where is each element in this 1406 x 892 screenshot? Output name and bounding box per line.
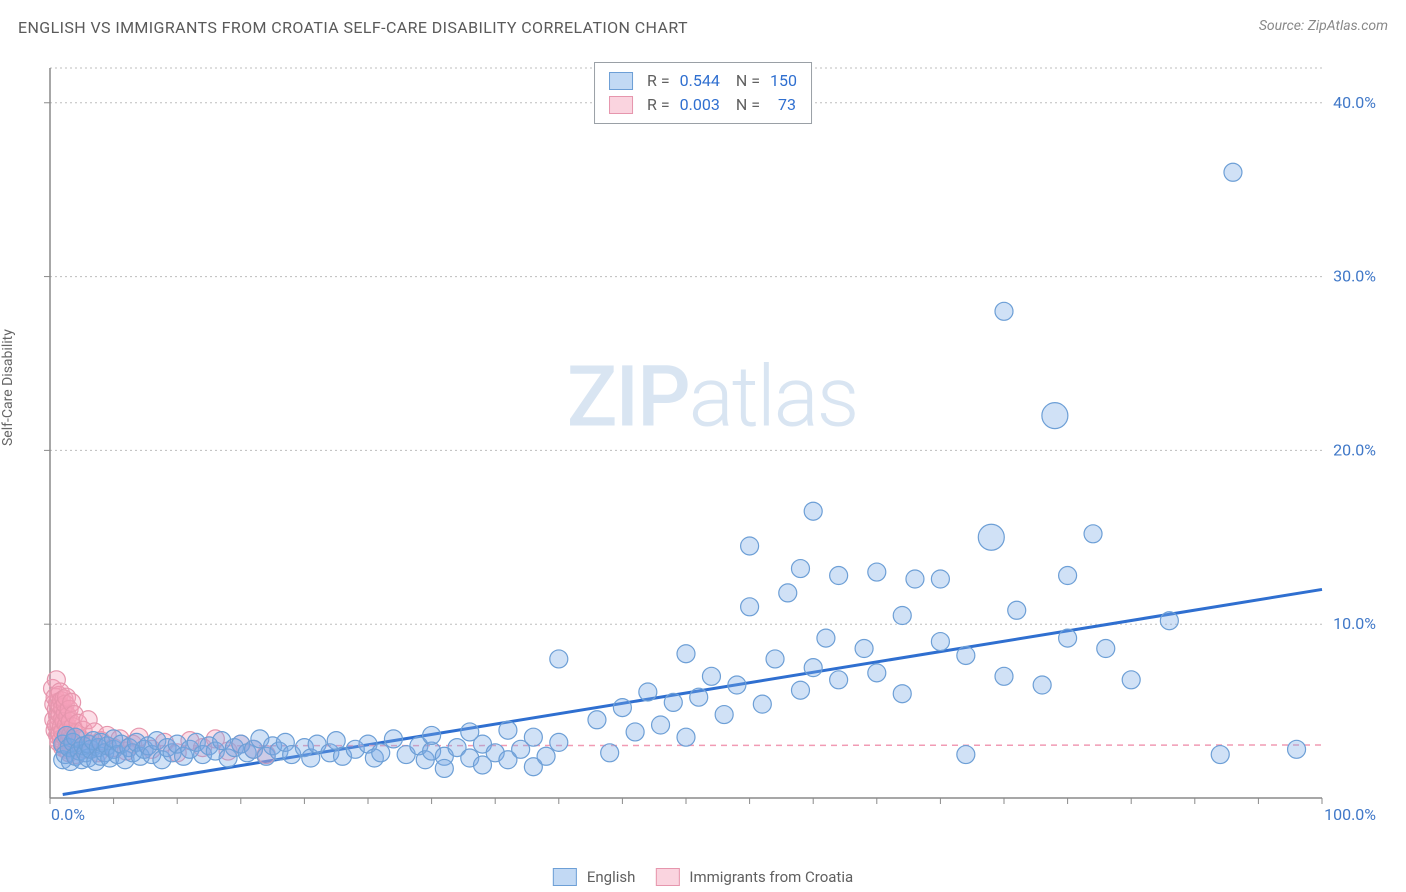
swatch-pink-icon [655, 868, 679, 886]
legend-item-croatia: Immigrants from Croatia [655, 868, 853, 886]
svg-text:10.0%: 10.0% [1333, 614, 1376, 633]
source-label: Source: ZipAtlas.com [1259, 18, 1388, 34]
svg-text:40.0%: 40.0% [1333, 93, 1376, 112]
legend-label-croatia: Immigrants from Croatia [689, 868, 853, 886]
r-value-croatia: 0.003 [680, 93, 720, 117]
corr-row-croatia: R = 0.003 N = 73 [609, 93, 797, 117]
svg-text:30.0%: 30.0% [1333, 267, 1376, 286]
chart-header: ENGLISH VS IMMIGRANTS FROM CROATIA SELF-… [18, 18, 1388, 37]
n-value-croatia: 73 [778, 93, 796, 117]
y-axis-label: Self-Care Disability [0, 329, 16, 446]
svg-text:0.0%: 0.0% [51, 805, 85, 824]
swatch-blue-icon [609, 72, 633, 90]
correlation-legend: R = 0.544 N = 150 R = 0.003 N = 73 [594, 62, 812, 124]
series-legend: English Immigrants from Croatia [553, 868, 853, 886]
swatch-blue-icon [553, 868, 577, 886]
plot-area: 10.0%20.0%30.0%40.0%0.0%100.0% ZIPatlas [42, 58, 1382, 828]
svg-text:20.0%: 20.0% [1333, 440, 1376, 459]
scatter-plot-svg: 10.0% 20.0% 30.0% 40.0% 0.0% 100.0% [42, 58, 1382, 828]
swatch-pink-icon [609, 96, 633, 114]
r-value-english: 0.544 [680, 69, 720, 93]
corr-row-english: R = 0.544 N = 150 [609, 69, 797, 93]
svg-text:100.0%: 100.0% [1324, 805, 1376, 824]
chart-title: ENGLISH VS IMMIGRANTS FROM CROATIA SELF-… [18, 18, 688, 37]
n-value-english: 150 [770, 69, 797, 93]
legend-item-english: English [553, 868, 636, 886]
legend-label-english: English [587, 868, 636, 886]
